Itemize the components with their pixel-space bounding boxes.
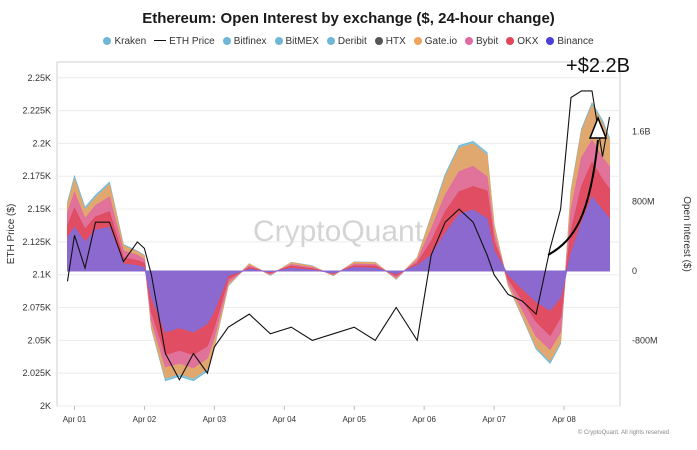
legend-label: ETH Price bbox=[169, 36, 215, 47]
left-tick-label: 2.025K bbox=[22, 368, 51, 378]
x-tick-label: Apr 06 bbox=[412, 415, 436, 424]
legend-label: Bybit bbox=[476, 36, 499, 47]
legend-swatch bbox=[506, 37, 515, 45]
left-tick-label: 2.25K bbox=[27, 73, 51, 83]
left-tick-label: 2.175K bbox=[22, 171, 51, 181]
right-tick-label: 800M bbox=[632, 196, 655, 206]
legend-item-kraken: Kraken bbox=[103, 36, 146, 47]
legend-swatch bbox=[222, 37, 231, 45]
legend-item-binance: Binance bbox=[546, 36, 594, 47]
x-tick-label: Apr 01 bbox=[63, 415, 87, 424]
left-axis-ticks: 2.25K 2.225K 2.2K 2.175K 2.15K 2.125K 2.1K 2.07… bbox=[22, 73, 51, 411]
chart-title: Ethereum: Open Interest by exchange ($, … bbox=[142, 10, 555, 27]
right-tick-label: -800M bbox=[632, 336, 658, 346]
area-binance bbox=[67, 196, 610, 333]
legend-swatch bbox=[154, 40, 167, 41]
legend-label: Bitfinex bbox=[233, 36, 267, 47]
legend-label: BitMEX bbox=[285, 36, 319, 47]
growth-annotation-label: +$2.2B bbox=[566, 55, 630, 77]
left-tick-label: 2K bbox=[40, 401, 51, 411]
legend-swatch bbox=[103, 37, 112, 45]
legend-item-bitfinex: Bitfinex bbox=[222, 36, 267, 47]
eth-price-line bbox=[66, 90, 611, 381]
x-axis-ticks: Apr 01 Apr 02 Apr 03 Apr 04 Apr 05 Apr 06 Apr … bbox=[63, 406, 576, 424]
right-axis-ticks: 1.6B 800M 0 -800M bbox=[632, 127, 658, 346]
legend-swatch bbox=[326, 37, 335, 45]
left-tick-label: 2.075K bbox=[22, 303, 51, 313]
eth-price-line-group bbox=[66, 90, 611, 381]
growth-arrow bbox=[547, 139, 599, 256]
chart-legend: Kraken ETH Price Bitfinex BitMEX Deribit HTX G… bbox=[0, 36, 697, 47]
legend-item-bitmex: BitMEX bbox=[274, 36, 319, 47]
legend-label: Deribit bbox=[337, 36, 367, 47]
x-tick-label: Apr 07 bbox=[482, 415, 506, 424]
legend-item-htx: HTX bbox=[374, 36, 406, 47]
legend-label: Gate.io bbox=[424, 36, 458, 47]
legend-label: Binance bbox=[557, 36, 594, 47]
area-series-group bbox=[67, 102, 610, 382]
legend-label: HTX bbox=[385, 36, 406, 47]
legend-label: OKX bbox=[517, 36, 539, 47]
x-tick-label: Apr 04 bbox=[273, 415, 297, 424]
copyright-notice: © CryptoQuant. All rights reserved bbox=[577, 430, 669, 436]
legend-swatch bbox=[274, 37, 283, 45]
right-tick-label: 0 bbox=[632, 266, 637, 276]
legend-item-bybit: Bybit bbox=[465, 36, 498, 47]
legend-item-deribit: Deribit bbox=[326, 36, 367, 47]
legend-swatch bbox=[546, 37, 555, 45]
growth-annotation: +$2.2B bbox=[547, 55, 630, 256]
x-tick-label: Apr 03 bbox=[203, 415, 227, 424]
x-tick-label: Apr 05 bbox=[342, 415, 366, 424]
legend-item-eth-price: ETH Price bbox=[154, 36, 215, 47]
left-tick-label: 2.1K bbox=[32, 270, 51, 280]
left-tick-label: 2.125K bbox=[22, 237, 51, 247]
growth-arrow-head bbox=[588, 115, 608, 139]
gridlines bbox=[57, 77, 620, 407]
left-tick-label: 2.2K bbox=[32, 138, 51, 148]
right-tick-label: 1.6B bbox=[632, 127, 651, 137]
legend-item-gate-io: Gate.io bbox=[413, 36, 458, 47]
right-axis-label: Open Interest ($) bbox=[681, 196, 692, 272]
legend-swatch bbox=[374, 37, 383, 45]
left-tick-label: 2.15K bbox=[27, 204, 51, 214]
watermark: CryptoQuant bbox=[253, 215, 424, 248]
legend-label: Kraken bbox=[114, 36, 147, 47]
x-tick-label: Apr 02 bbox=[133, 415, 157, 424]
left-tick-label: 2.05K bbox=[27, 335, 51, 345]
x-tick-label: Apr 08 bbox=[552, 415, 576, 424]
legend-swatch bbox=[413, 37, 422, 45]
legend-swatch bbox=[465, 37, 474, 45]
legend-item-okx: OKX bbox=[506, 36, 538, 47]
left-axis-label: ETH Price ($) bbox=[6, 204, 17, 265]
left-tick-label: 2.225K bbox=[22, 106, 51, 116]
